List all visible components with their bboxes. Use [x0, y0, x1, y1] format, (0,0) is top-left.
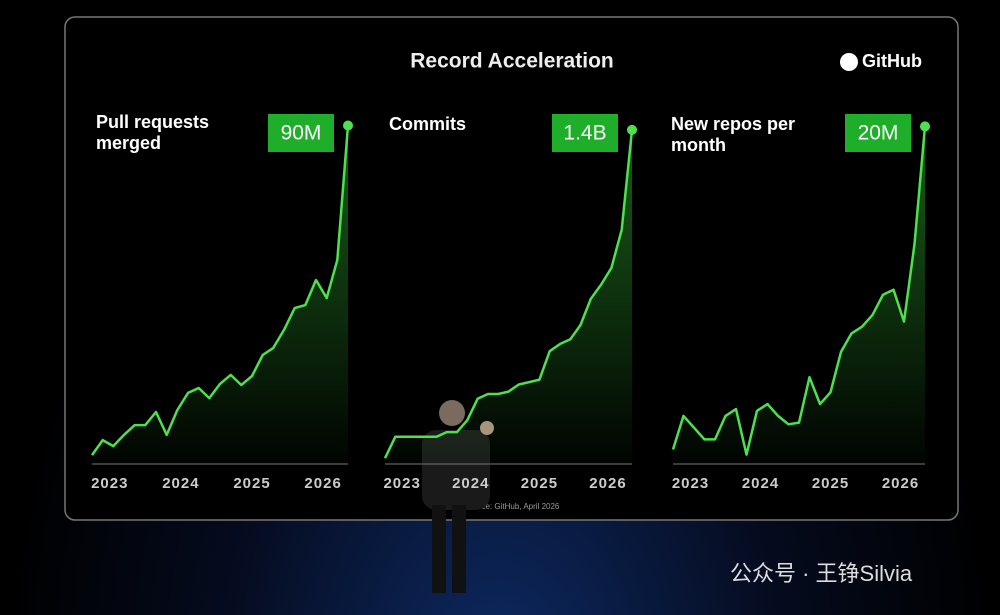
annotation-badge [845, 114, 911, 152]
annotation: 90M [281, 122, 322, 145]
x-tick-label: 2026 [589, 475, 626, 492]
x-tick-label: 2026 [882, 475, 919, 492]
chart-title: New repos per month [671, 114, 796, 155]
chart-title: Pull requests merged [96, 112, 210, 153]
x-tick-label: 2024 [162, 475, 199, 492]
chart-title: Commits [389, 114, 467, 134]
line [671, 126, 927, 456]
x-tick-label: 2023 [383, 475, 420, 492]
x-tick-label: 2025 [812, 475, 849, 492]
x-tick-label: 2025 [521, 475, 558, 492]
area [673, 126, 925, 464]
source: Source: GitHub, April 2026 [465, 502, 560, 511]
x-tick-label: 2024 [452, 475, 489, 492]
area [92, 125, 348, 463]
annotation-badge [268, 114, 334, 152]
x-tick-label: 2026 [304, 475, 341, 492]
end-point [627, 124, 637, 135]
end-point [920, 121, 930, 132]
x-tick-label: 2024 [742, 475, 779, 492]
logo: GitHub [862, 51, 922, 71]
x-tick-label: 2023 [91, 475, 128, 492]
logo-icon [840, 53, 858, 71]
end-point [343, 120, 353, 131]
annotation: 1.4B [563, 122, 606, 145]
x-tick-label: 2025 [233, 475, 270, 492]
slide-title: Record Acceleration [410, 50, 613, 73]
annotation: 20M [858, 122, 899, 145]
annotation-badge [552, 114, 618, 152]
area [385, 129, 632, 463]
line [90, 125, 350, 456]
line [383, 129, 634, 459]
x-tick-label: 2023 [672, 475, 709, 492]
watermark: 公众号 · 王铮Silvia [730, 561, 913, 586]
